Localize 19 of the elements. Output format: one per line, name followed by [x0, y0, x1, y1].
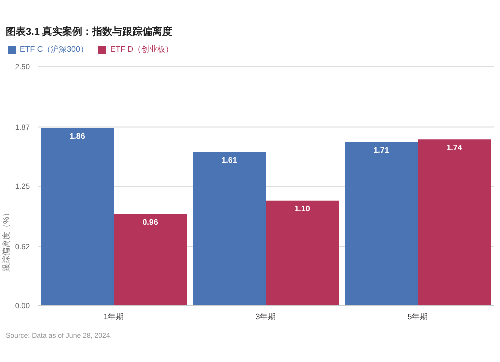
data-label: 1.10 [294, 204, 311, 214]
data-label: 1.61 [222, 156, 238, 165]
bar [193, 152, 266, 306]
y-axis-title: 跟踪偏离度（%） [2, 208, 12, 272]
data-label: 1.74 [446, 143, 463, 152]
chart-title: 图表3.1 真实案例：指数与跟踪偏离度 [6, 25, 173, 39]
x-tick-label: 1年期 [104, 312, 124, 322]
data-label: 1.86 [70, 132, 86, 141]
bar [266, 200, 339, 306]
bar [41, 128, 114, 306]
legend-label: ETF C（沪深300） [20, 45, 88, 54]
legend-label: ETF D（创业板） [110, 45, 174, 54]
data-label: 0.96 [142, 218, 159, 227]
x-tick-label: 5年期 [408, 312, 428, 322]
data-label: 1.71 [374, 146, 390, 156]
bar [418, 140, 491, 306]
bar [114, 214, 187, 306]
bar [345, 142, 418, 306]
x-tick-label: 3年期 [256, 312, 276, 322]
